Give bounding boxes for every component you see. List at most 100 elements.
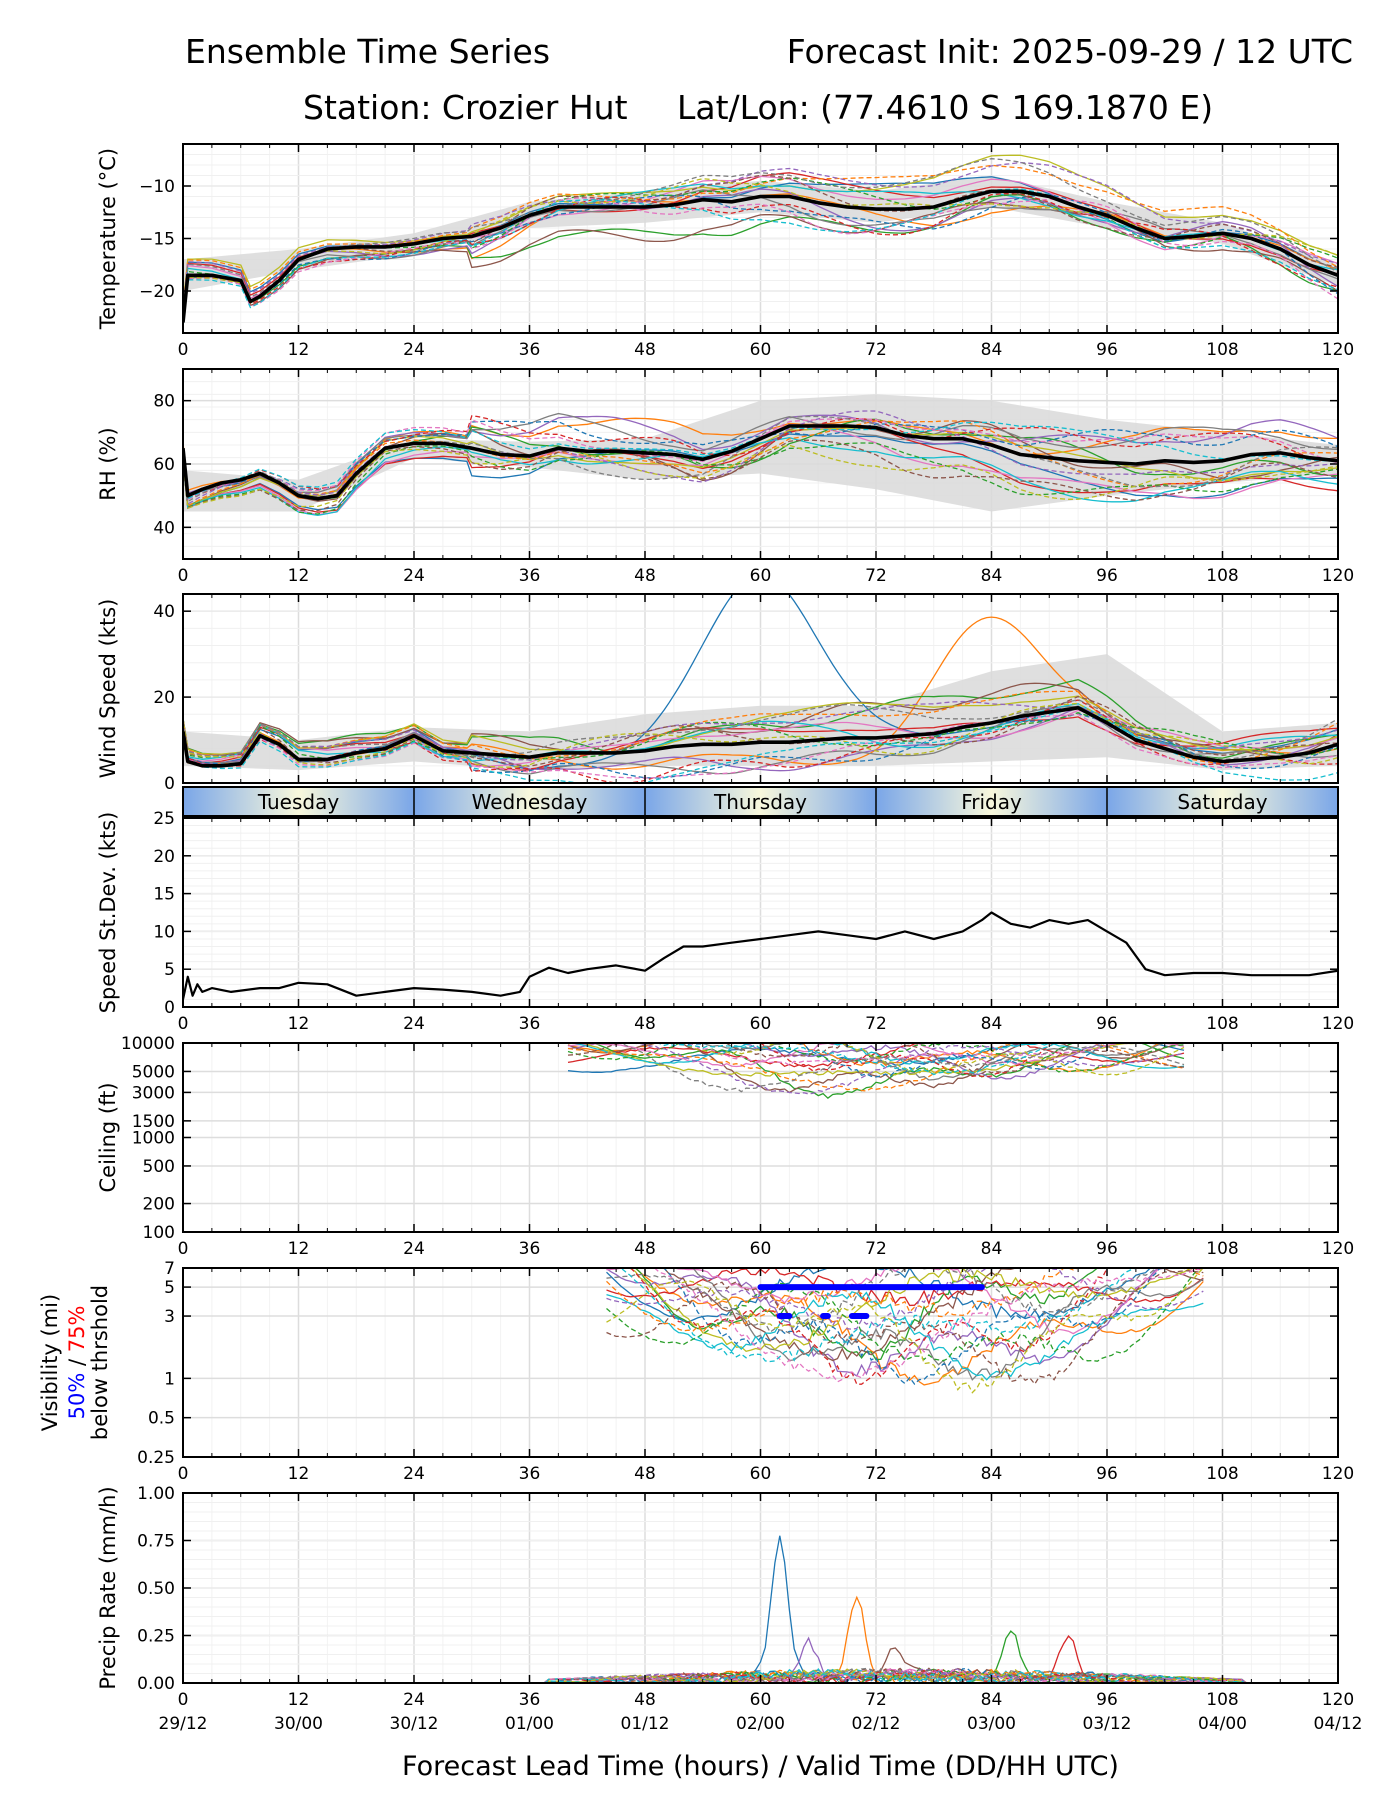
y-tick-label: 5 bbox=[164, 1278, 175, 1298]
x-tick-label: 84 bbox=[981, 1690, 1003, 1710]
x-tick-label: 108 bbox=[1206, 1464, 1238, 1484]
day-label: Wednesday bbox=[472, 790, 588, 814]
y-tick-label: 7 bbox=[164, 1259, 175, 1279]
y-tick-label: 0.75 bbox=[137, 1532, 175, 1552]
day-label: Thursday bbox=[713, 790, 807, 814]
x-tick-label: 0 bbox=[178, 1239, 189, 1259]
valid-time-label: 30/00 bbox=[274, 1714, 323, 1734]
x-tick-label: 60 bbox=[750, 1464, 772, 1484]
y-tick-label: 10000 bbox=[121, 1034, 175, 1054]
member-series bbox=[606, 1268, 1204, 1363]
member-series bbox=[606, 1268, 1204, 1381]
valid-time-label: 01/00 bbox=[505, 1714, 554, 1734]
x-tick-label: 120 bbox=[1322, 1690, 1354, 1710]
panel-5: 0 12 24 36 48 60 72 84 96 108 120 0.25 0.5 1 3 57 Visibi… bbox=[38, 1259, 1354, 1484]
y-tick-label: 1000 bbox=[132, 1129, 175, 1149]
member-series bbox=[183, 415, 1338, 501]
y-tick-label: 0.25 bbox=[137, 1627, 175, 1647]
member-series bbox=[183, 412, 1338, 497]
member-series bbox=[183, 197, 1338, 327]
x-tick-label: 108 bbox=[1206, 1690, 1238, 1710]
x-tick-label: 48 bbox=[634, 1690, 656, 1710]
x-tick-label: 48 bbox=[634, 340, 656, 360]
member-series bbox=[606, 1268, 1204, 1385]
y-tick-label: 60 bbox=[153, 455, 175, 475]
x-tick-label: 108 bbox=[1206, 1014, 1238, 1034]
y-tick-label: 0 bbox=[164, 998, 175, 1018]
y-tick-label: 80 bbox=[153, 392, 175, 412]
member-series bbox=[183, 444, 1338, 510]
day-cell bbox=[645, 787, 876, 816]
member-series bbox=[606, 1268, 1204, 1394]
y-tick-label: 1 bbox=[164, 1369, 175, 1389]
x-axis-label: Forecast Lead Time (hours) / Valid Time … bbox=[402, 1751, 1119, 1782]
plot-area-4 bbox=[567, 1043, 1185, 1100]
y-tick-label: 3000 bbox=[132, 1083, 175, 1103]
day-strip: Tuesday Wednesday Thursday Friday Saturday bbox=[182, 786, 1339, 817]
y-tick-label: 0.25 bbox=[137, 1448, 175, 1468]
member-series bbox=[568, 1043, 1184, 1066]
member-series bbox=[606, 1270, 1204, 1386]
x-tick-label: 96 bbox=[1096, 340, 1118, 360]
x-tick-label: 24 bbox=[403, 340, 425, 360]
x-tick-label: 0 bbox=[178, 1690, 189, 1710]
visibility-threshold-legend: 50% / 75% bbox=[65, 1306, 89, 1420]
y-tick-label: 0.50 bbox=[137, 1579, 175, 1599]
y-tick-label: 100 bbox=[143, 1223, 175, 1243]
y-axis-label: RH (%) bbox=[96, 427, 120, 500]
member-series bbox=[568, 1043, 1184, 1078]
y-tick-label: 15 bbox=[153, 885, 175, 905]
legend-50pct: 50% bbox=[65, 1373, 89, 1420]
day-cell bbox=[183, 787, 414, 816]
member-series bbox=[183, 712, 1338, 779]
panel-1: 0 12 24 36 48 60 72 84 96 108 120 40 60 80 RH (%) bbox=[96, 368, 1354, 586]
day-cell bbox=[414, 787, 645, 816]
mean-series bbox=[183, 705, 1338, 768]
y-tick-label: 20 bbox=[153, 847, 175, 867]
y-tick-label: 40 bbox=[153, 602, 175, 622]
x-tick-label: 120 bbox=[1322, 566, 1354, 586]
x-tick-label: 12 bbox=[288, 1014, 310, 1034]
x-tick-label: 0 bbox=[178, 340, 189, 360]
member-series bbox=[183, 188, 1338, 328]
x-tick-label: 48 bbox=[634, 1014, 656, 1034]
x-tick-label: 24 bbox=[403, 1014, 425, 1034]
plot-area-1 bbox=[183, 394, 1338, 517]
x-tick-label: 120 bbox=[1322, 1239, 1354, 1259]
x-tick-label: 72 bbox=[865, 1239, 887, 1259]
panel-6: 0 12 24 36 48 60 72 84 96 108 120 0.00 0.25 0.50 0.75 1… bbox=[96, 1484, 1354, 1710]
x-tick-label: 96 bbox=[1096, 566, 1118, 586]
y-tick-label: 0.00 bbox=[137, 1674, 175, 1694]
member-series bbox=[183, 437, 1338, 517]
y-tick-label: −15 bbox=[139, 230, 175, 250]
member-series bbox=[568, 1043, 1185, 1100]
member-series bbox=[606, 1268, 1204, 1334]
x-tick-label: 24 bbox=[403, 566, 425, 586]
member-series bbox=[183, 713, 1338, 779]
day-cell bbox=[876, 787, 1107, 816]
valid-time-label: 03/00 bbox=[967, 1714, 1016, 1734]
x-tick-label: 36 bbox=[519, 1690, 541, 1710]
valid-time-label: 29/12 bbox=[159, 1714, 208, 1734]
x-tick-label: 12 bbox=[288, 1464, 310, 1484]
valid-time-label: 01/12 bbox=[621, 1714, 670, 1734]
mean-series bbox=[183, 424, 1338, 501]
x-tick-label: 96 bbox=[1096, 1239, 1118, 1259]
member-series bbox=[183, 703, 1338, 762]
x-tick-label: 60 bbox=[750, 340, 772, 360]
mean-series bbox=[183, 189, 1338, 323]
x-tick-label: 12 bbox=[288, 340, 310, 360]
panel-4: 0 12 24 36 48 60 72 84 96 108 120 100 200 500 10001500… bbox=[96, 1034, 1354, 1259]
spread-band bbox=[183, 654, 1338, 771]
member-series bbox=[183, 698, 1338, 761]
member-series bbox=[183, 194, 1338, 326]
valid-time-label: 04/00 bbox=[1198, 1714, 1247, 1734]
member-series bbox=[568, 1043, 1184, 1078]
visibility-ylabel: Visibility (mi) bbox=[38, 1294, 62, 1431]
x-tick-label: 48 bbox=[634, 1464, 656, 1484]
plot-area-5 bbox=[606, 1268, 1204, 1394]
x-tick-label: 0 bbox=[178, 1014, 189, 1034]
member-series bbox=[606, 1268, 1204, 1383]
member-series bbox=[183, 178, 1338, 324]
x-tick-label: 72 bbox=[865, 1464, 887, 1484]
